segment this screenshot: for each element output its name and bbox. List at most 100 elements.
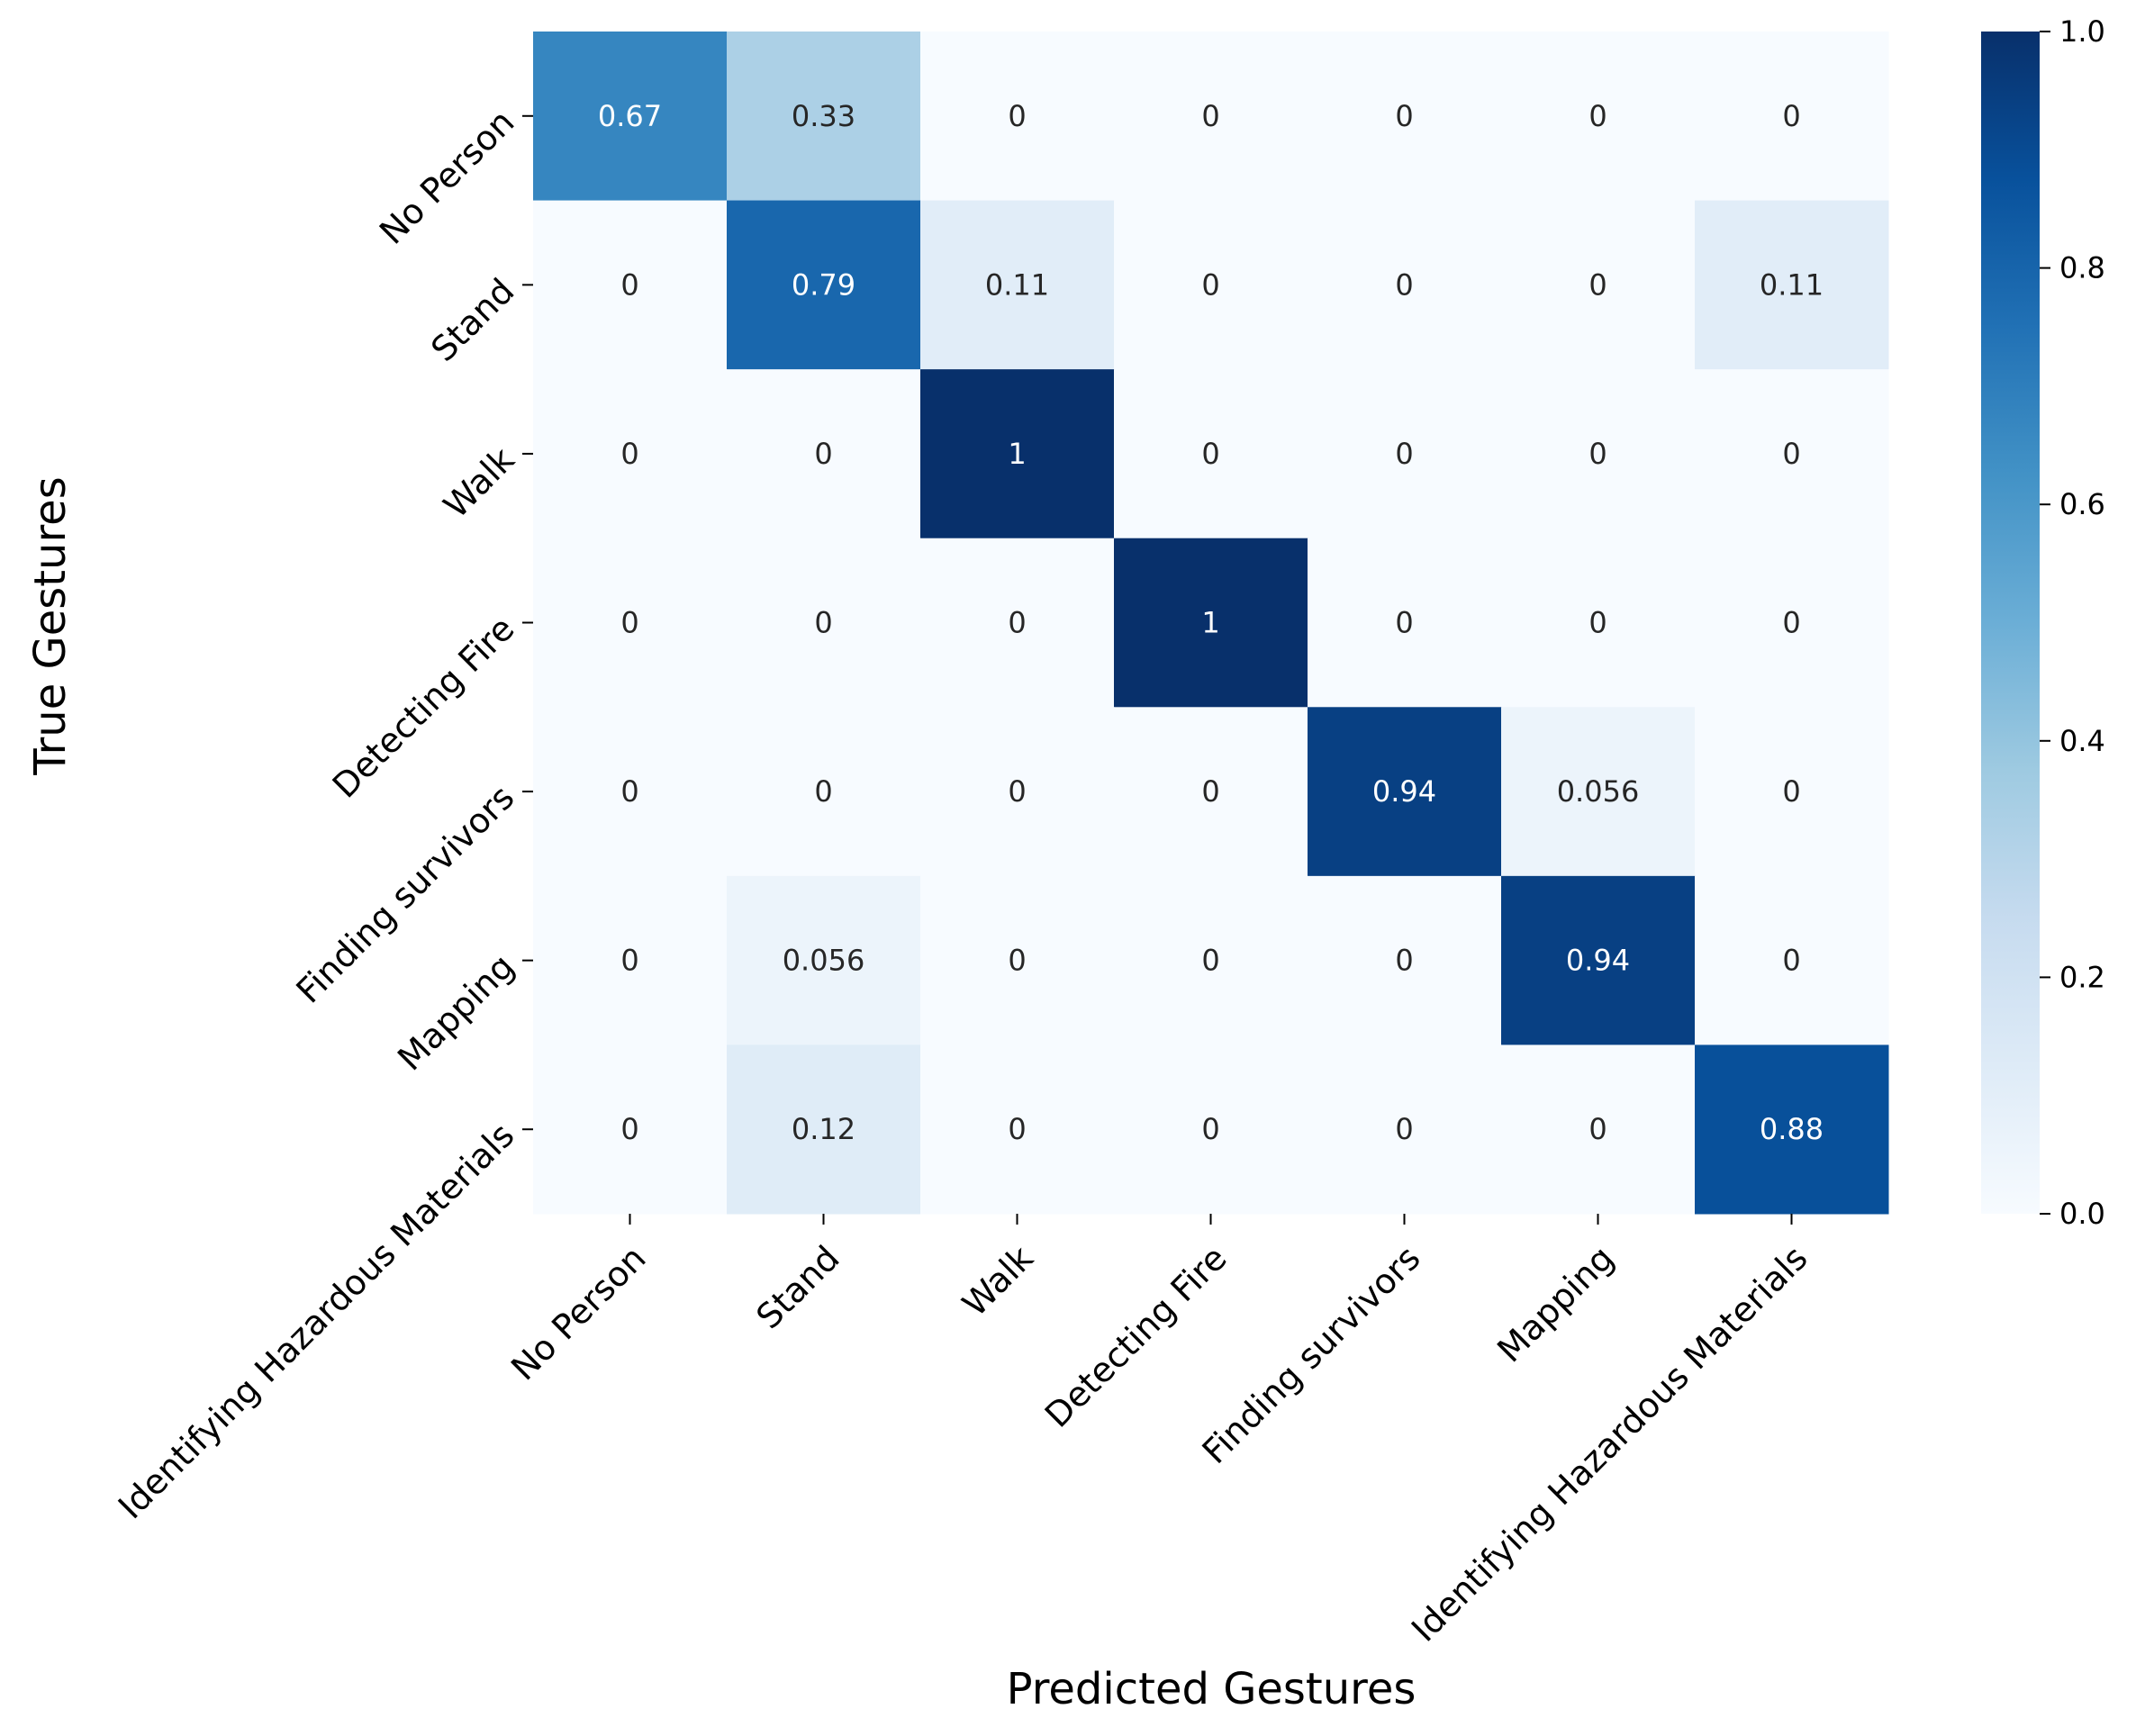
heatmap-cell-r6-c2 [920, 1044, 1115, 1215]
colorbar-tick-label-0: 0.0 [2059, 1197, 2105, 1231]
heatmap-cell-r1-c0 [533, 200, 728, 370]
heatmap-cell-r2-c1 [727, 369, 921, 539]
cell-label-r0-c1: 0.33 [792, 99, 855, 133]
heatmap-cell-r0-c4 [1308, 32, 1502, 202]
x-tick-label-3: Detecting Fire [1037, 1238, 1235, 1435]
colorbar-tick-label-3: 0.6 [2059, 487, 2105, 521]
heatmap-cell-r3-c0 [533, 538, 728, 708]
x-axis-title: Predicted Gestures [1007, 1664, 1416, 1714]
cell-label-r4-c2: 0 [1008, 774, 1026, 809]
y-tick-label-5: Mapping [390, 946, 521, 1078]
heatmap-cell-r5-c2 [920, 875, 1115, 1045]
x-tick-label-1: Stand [748, 1238, 846, 1336]
cell-label-r5-c3: 0 [1201, 944, 1219, 978]
heatmap-cell-r6-c1 [727, 1044, 921, 1215]
heatmap-cell-r4-c0 [533, 707, 728, 877]
heatmap-cells [533, 32, 1889, 1215]
heatmap-cell-r1-c5 [1501, 200, 1696, 370]
cell-label-r0-c0: 0.67 [598, 99, 662, 133]
heatmap-cell-r5-c5 [1501, 875, 1696, 1045]
y-tick-label-3: Detecting Fire [325, 609, 522, 806]
y-tick-label-1: Stand [423, 271, 521, 369]
y-tick-label-2: Walk [436, 439, 521, 525]
cell-label-r5-c4: 0 [1395, 944, 1413, 978]
heatmap-cell-r6-c6 [1695, 1044, 1889, 1215]
cell-label-r6-c3: 0 [1201, 1112, 1219, 1146]
cell-label-r0-c2: 0 [1008, 99, 1026, 133]
cell-label-r1-c4: 0 [1395, 267, 1413, 302]
cell-label-r1-c5: 0 [1588, 267, 1607, 302]
cell-label-r2-c5: 0 [1588, 437, 1607, 471]
cell-label-r4-c0: 0 [620, 774, 638, 809]
cell-label-r6-c2: 0 [1008, 1112, 1026, 1146]
heatmap-cell-r4-c2 [920, 707, 1115, 877]
cell-label-r6-c0: 0 [620, 1112, 638, 1146]
heatmap-cell-r3-c4 [1308, 538, 1502, 708]
cell-label-r1-c6: 0.11 [1760, 267, 1824, 302]
heatmap-cell-r5-c0 [533, 875, 728, 1045]
cell-label-r2-c4: 0 [1395, 437, 1413, 471]
heatmap-cell-r1-c4 [1308, 200, 1502, 370]
heatmap-cell-r3-c6 [1695, 538, 1889, 708]
heatmap-cell-r0-c3 [1114, 32, 1308, 202]
cell-label-r0-c3: 0 [1201, 99, 1219, 133]
heatmap-cell-r6-c4 [1308, 1044, 1502, 1215]
cell-label-r6-c6: 0.88 [1760, 1112, 1824, 1146]
heatmap-cell-r6-c0 [533, 1044, 728, 1215]
cell-label-r0-c6: 0 [1782, 99, 1800, 133]
cell-label-r4-c6: 0 [1782, 774, 1800, 809]
heatmap-cell-r0-c1 [727, 32, 921, 202]
y-axis-title: True Gestures [25, 476, 76, 775]
y-tick-label-6: Identifying Hazardous Materials [111, 1116, 522, 1527]
x-tick-label-4: Finding survivors [1195, 1238, 1428, 1471]
x-tick-label-6: Identifying Hazardous Materials [1404, 1238, 1815, 1650]
heatmap-cell-r5-c1 [727, 875, 921, 1045]
heatmap-cell-r4-c4 [1308, 707, 1502, 877]
heatmap-cell-r1-c6 [1695, 200, 1889, 370]
cell-label-r2-c6: 0 [1782, 437, 1800, 471]
heatmap-cell-r4-c6 [1695, 707, 1889, 877]
cell-label-r5-c5: 0.94 [1566, 944, 1630, 978]
cell-label-r0-c4: 0 [1395, 99, 1413, 133]
cell-label-r4-c4: 0.94 [1372, 774, 1436, 809]
colorbar-tick-label-2: 0.4 [2059, 724, 2105, 758]
heatmap-cell-r0-c5 [1501, 32, 1696, 202]
cell-label-r3-c3: 1 [1201, 606, 1219, 640]
heatmap-cell-r1-c2 [920, 200, 1115, 370]
cell-label-r1-c0: 0 [620, 267, 638, 302]
heatmap-cell-r3-c3 [1114, 538, 1308, 708]
colorbar-gradient [1981, 32, 2040, 1214]
cell-label-r6-c5: 0 [1588, 1112, 1607, 1146]
colorbar: 0.0 0.2 0.4 0.6 0.8 1.0 [1981, 14, 2105, 1231]
cell-label-r1-c3: 0 [1201, 267, 1219, 302]
heatmap-cell-r1-c3 [1114, 200, 1308, 370]
heatmap-cell-r1-c1 [727, 200, 921, 370]
cell-label-r0-c5: 0 [1588, 99, 1607, 133]
cell-label-r3-c6: 0 [1782, 606, 1800, 640]
heatmap-cell-r5-c4 [1308, 875, 1502, 1045]
heatmap-cell-r0-c2 [920, 32, 1115, 202]
y-tick-label-0: No Person [372, 102, 521, 251]
cell-label-r5-c1: 0.056 [783, 944, 865, 978]
heatmap-cell-r2-c6 [1695, 369, 1889, 539]
x-tick-label-0: No Person [503, 1238, 653, 1388]
cell-label-r6-c1: 0.12 [792, 1112, 855, 1146]
heatmap-cell-r3-c1 [727, 538, 921, 708]
heatmap-cell-r3-c5 [1501, 538, 1696, 708]
cell-label-r4-c3: 0 [1201, 774, 1219, 809]
heatmap-cell-r4-c3 [1114, 707, 1308, 877]
heatmap-cell-r0-c6 [1695, 32, 1889, 202]
heatmap-cell-r5-c3 [1114, 875, 1308, 1045]
cell-label-r1-c1: 0.79 [792, 267, 855, 302]
heatmap-cell-r5-c6 [1695, 875, 1889, 1045]
heatmap-cell-r2-c2 [920, 369, 1115, 539]
cell-annotations: 0.67 0.33 0 0 0 0 0 0 0.79 0.11 0 0 0 0.11 0 0 1 0 0 0 0 0 0 0 1… [598, 99, 1824, 1146]
colorbar-tick-label-4: 0.8 [2059, 251, 2105, 285]
cell-label-r2-c0: 0 [620, 437, 638, 471]
cell-label-r3-c1: 0 [814, 606, 832, 640]
heatmap-cell-r2-c5 [1501, 369, 1696, 539]
cell-label-r2-c1: 0 [814, 437, 832, 471]
